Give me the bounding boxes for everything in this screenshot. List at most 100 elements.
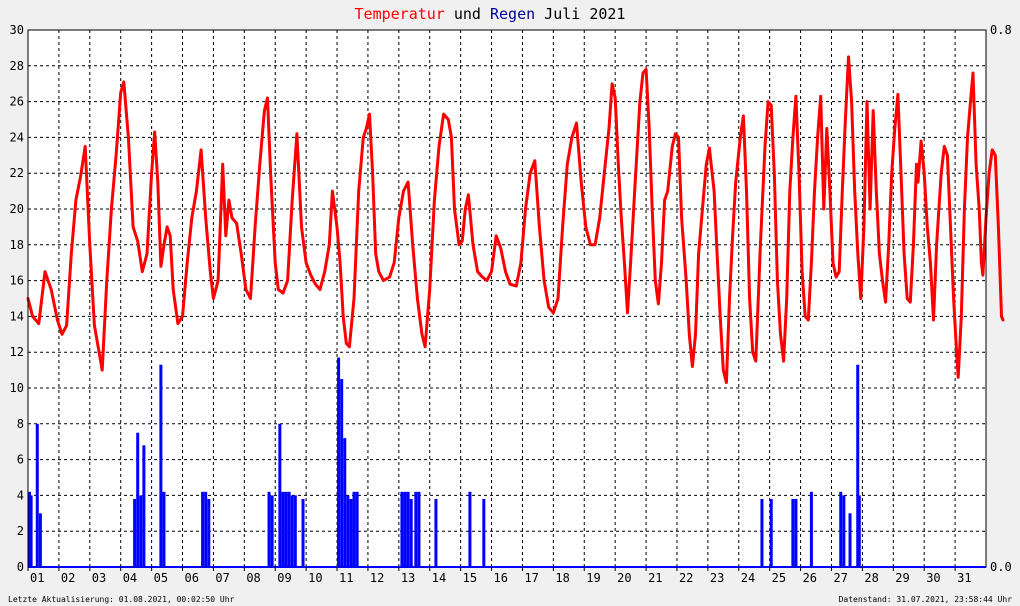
title-and: und (445, 5, 490, 23)
rain-bar (284, 491, 288, 567)
y-tick-label-left: 22 (10, 166, 24, 180)
x-tick-label: 10 (308, 571, 322, 585)
x-tick-label: 05 (154, 571, 168, 585)
rain-bar (434, 498, 438, 567)
rain-bar (848, 513, 852, 567)
rain-bar (343, 438, 347, 567)
x-tick-label: 11 (339, 571, 353, 585)
x-tick-label: 30 (926, 571, 940, 585)
x-tick-label: 16 (494, 571, 508, 585)
rain-bar (839, 491, 843, 567)
y-tick-label-left: 6 (17, 453, 24, 467)
rain-bar (417, 491, 421, 567)
rain-bar (400, 491, 404, 567)
rain-bar (809, 491, 813, 567)
plot-background (28, 30, 986, 567)
rain-bar (267, 491, 271, 567)
x-tick-label: 19 (586, 571, 600, 585)
x-axis-ticks: 01 02 03 04 05 06 07 08 09 10 11 12 13 14 15 16 17 18 19 20… (27, 567, 972, 585)
rain-bar (349, 498, 353, 567)
rain-bar (139, 495, 143, 567)
y-axis-right-ticks: 0.0 0.8 (990, 23, 1012, 574)
rain-bar (290, 495, 294, 567)
x-tick-label: 14 (432, 571, 446, 585)
rain-bar (355, 491, 359, 567)
rain-bar (204, 491, 208, 567)
rain-bar (301, 498, 305, 567)
rain-bar (136, 432, 140, 567)
x-tick-label: 27 (833, 571, 847, 585)
x-tick-label: 21 (648, 571, 662, 585)
rain-bar (35, 423, 39, 567)
x-tick-label: 02 (61, 571, 75, 585)
rain-bar (409, 498, 413, 567)
rain-bar (337, 357, 341, 567)
x-tick-label: 31 (957, 571, 971, 585)
rain-bar (38, 513, 42, 567)
rain-bar (760, 498, 764, 567)
rain-bar (287, 491, 291, 567)
rain-bar (842, 495, 846, 567)
y-tick-label-left: 18 (10, 238, 24, 252)
y-tick-label-right: 0.0 (990, 560, 1012, 574)
x-tick-label: 15 (463, 571, 477, 585)
x-tick-label: 18 (555, 571, 569, 585)
x-tick-label: 25 (772, 571, 786, 585)
x-tick-label: 24 (741, 571, 755, 585)
y-tick-label-left: 26 (10, 95, 24, 109)
y-tick-label-left: 12 (10, 345, 24, 359)
x-tick-label: 23 (710, 571, 724, 585)
y-tick-label-left: 0 (17, 560, 24, 574)
y-tick-label-left: 20 (10, 202, 24, 216)
title-month: Juli 2021 (535, 5, 625, 23)
x-tick-label: 12 (370, 571, 384, 585)
rain-bar (856, 364, 860, 567)
x-tick-label: 28 (864, 571, 878, 585)
rain-bar (340, 379, 344, 567)
x-tick-label: 09 (277, 571, 291, 585)
x-tick-label: 07 (215, 571, 229, 585)
rain-bar (133, 498, 137, 567)
footer-last-update: Letzte Aktualisierung: 01.08.2021, 00:02… (8, 595, 235, 604)
rain-bar (201, 491, 205, 567)
title-rain: Regen (490, 5, 535, 23)
rain-bar (278, 423, 282, 567)
x-tick-label: 04 (123, 571, 137, 585)
y-tick-label-left: 2 (17, 524, 24, 538)
rain-bar (293, 495, 297, 567)
y-tick-label-right: 0.8 (990, 23, 1012, 37)
rain-bar (346, 495, 350, 567)
y-tick-label-left: 24 (10, 130, 24, 144)
rain-bar (414, 491, 418, 567)
y-tick-label-left: 16 (10, 274, 24, 288)
rain-bar (142, 445, 146, 567)
title-temperature: Temperatur (355, 5, 445, 23)
rain-bar (28, 491, 32, 567)
rain-bar (207, 498, 211, 567)
x-tick-label: 13 (401, 571, 415, 585)
rain-bar (270, 495, 274, 567)
rain-bar (406, 491, 410, 567)
rain-bar (769, 498, 773, 567)
rain-bar (159, 364, 163, 567)
chart-title: Temperatur und Regen Juli 2021 (355, 5, 626, 23)
footer-data-status: Datenstand: 31.07.2021, 23:58:44 Uhr (839, 595, 1013, 604)
rain-bar (352, 491, 356, 567)
rain-series (28, 357, 861, 567)
x-tick-label: 01 (30, 571, 44, 585)
x-tick-label: 26 (803, 571, 817, 585)
rain-bar (162, 491, 166, 567)
rain-bar (281, 491, 285, 567)
y-tick-label-left: 28 (10, 59, 24, 73)
x-tick-label: 22 (679, 571, 693, 585)
rain-bar (468, 491, 472, 567)
y-tick-label-left: 8 (17, 417, 24, 431)
rain-bar (794, 498, 798, 567)
x-tick-label: 06 (185, 571, 199, 585)
rain-bar (857, 495, 861, 567)
temperature-line (26, 55, 1005, 385)
y-tick-label-left: 4 (17, 488, 24, 502)
x-tick-label: 29 (895, 571, 909, 585)
